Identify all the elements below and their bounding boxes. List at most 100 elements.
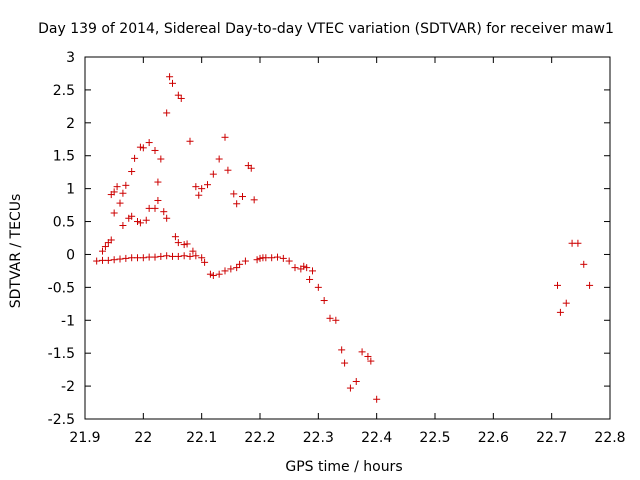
axis-ticks: 21.9 22 22.1 22.2 22.3 22.4 22.5 22.6 22.7 22.8-2… [48, 50, 626, 446]
data-point [227, 265, 235, 273]
data-point [169, 79, 176, 87]
y-tick-label: -1.5 [48, 346, 75, 362]
data-point [195, 191, 203, 199]
data-point [562, 299, 570, 307]
data-point [145, 139, 153, 147]
data-point [157, 155, 165, 163]
data-point [206, 270, 214, 278]
data-point [113, 183, 121, 191]
data-point [136, 219, 144, 227]
data-point [574, 239, 582, 247]
data-point [239, 193, 246, 201]
x-tick-label: 21.9 [69, 430, 100, 446]
data-point [139, 144, 147, 152]
y-tick-label: -0.5 [48, 280, 75, 296]
data-point [101, 243, 109, 251]
data-point [215, 155, 223, 163]
data-point [166, 73, 174, 81]
data-point [291, 264, 299, 272]
data-point [250, 196, 258, 204]
data-point [136, 143, 144, 151]
data-point [256, 254, 264, 262]
data-point [221, 267, 229, 275]
data-point [180, 241, 188, 249]
data-point [142, 216, 150, 224]
data-point [586, 281, 594, 289]
data-point [358, 348, 366, 356]
data-point [209, 272, 217, 280]
y-tick-label: 3 [66, 50, 75, 66]
data-point [119, 221, 127, 229]
data-point [116, 255, 124, 263]
data-point [151, 146, 159, 154]
data-point [154, 196, 162, 204]
data-point [93, 257, 101, 265]
data-point [116, 199, 124, 207]
data-point [338, 346, 346, 354]
x-tick-label: 22.5 [419, 430, 450, 446]
y-tick-label: -1 [61, 313, 75, 329]
data-point [306, 275, 314, 283]
y-tick-label: -2 [61, 379, 75, 395]
data-point [186, 252, 194, 260]
data-point [110, 256, 118, 264]
y-tick-label: 2.5 [53, 83, 75, 99]
data-point [186, 137, 194, 145]
data-point [556, 308, 564, 316]
data-point [300, 262, 308, 270]
data-point [241, 257, 249, 265]
data-point [177, 94, 185, 102]
x-axis-label: GPS time / hours [285, 459, 402, 475]
data-point [233, 264, 241, 272]
data-point [198, 254, 206, 262]
data-point [332, 316, 340, 324]
data-point [367, 357, 375, 365]
data-point [107, 236, 115, 244]
data-point [346, 384, 354, 392]
data-point [285, 257, 293, 265]
data-point [183, 240, 191, 248]
x-tick-label: 22.8 [594, 430, 625, 446]
data-point [99, 247, 106, 255]
data-point [198, 185, 206, 193]
data-point [128, 212, 136, 220]
data-point [352, 377, 360, 385]
data-point [174, 252, 182, 260]
data-point [364, 352, 372, 360]
x-tick-label: 22.7 [536, 430, 567, 446]
data-point [128, 168, 136, 176]
data-point [247, 164, 255, 172]
data-point [253, 256, 261, 264]
data-point [221, 133, 229, 141]
data-point [201, 258, 209, 266]
x-tick-label: 22 [134, 430, 152, 446]
data-point [192, 252, 200, 260]
y-tick-label: 1 [66, 182, 75, 198]
y-tick-label: 0.5 [53, 215, 75, 231]
data-point [303, 264, 311, 272]
data-point [224, 166, 232, 174]
y-axis-label: SDTVAR / TECUs [8, 194, 24, 309]
data-point [174, 239, 182, 247]
data-point [157, 252, 165, 260]
data-point [215, 270, 223, 278]
x-tick-label: 22.4 [361, 430, 392, 446]
data-point [131, 154, 139, 162]
data-point [163, 109, 171, 117]
data-point [309, 267, 316, 275]
data-point [580, 260, 588, 268]
data-point [236, 260, 244, 268]
data-point [274, 253, 281, 261]
data-point [104, 256, 112, 264]
data-point [320, 297, 328, 305]
data-point [279, 254, 287, 262]
data-point [180, 252, 188, 260]
data-point [160, 208, 168, 216]
data-point [151, 204, 159, 212]
x-tick-label: 22.1 [186, 430, 217, 446]
data-point [110, 209, 118, 217]
y-tick-label: 1.5 [53, 149, 75, 165]
data-point [268, 254, 276, 262]
data-point [110, 188, 118, 196]
